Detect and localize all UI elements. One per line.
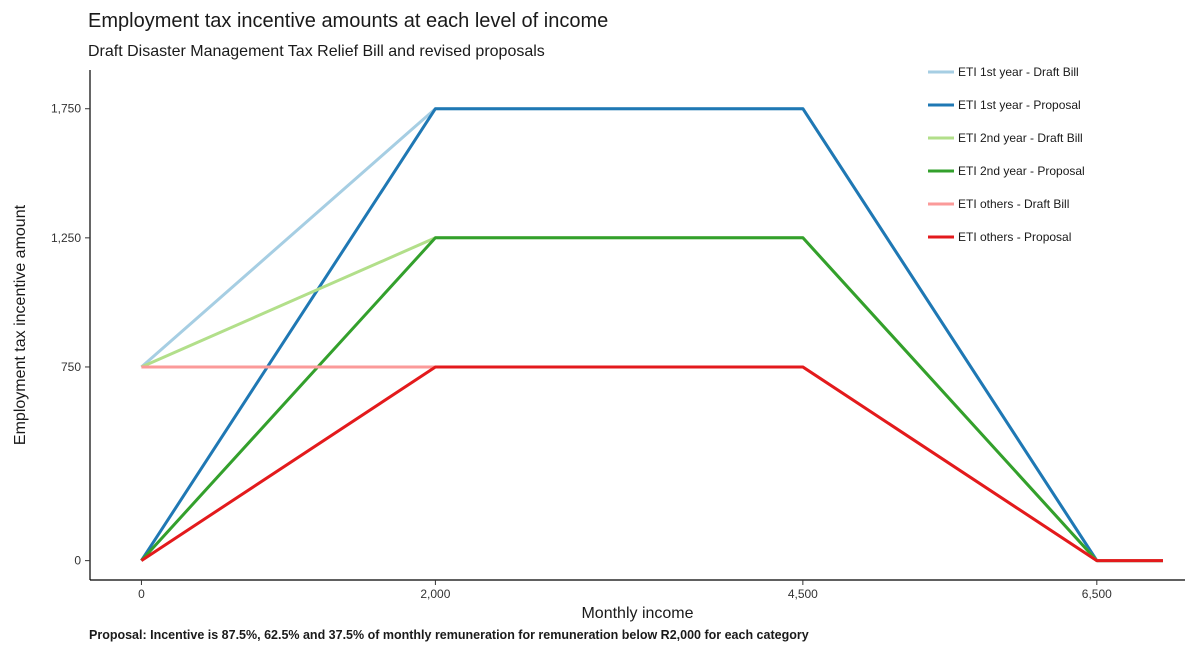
legend-label: ETI 1st year - Proposal — [958, 98, 1081, 112]
series-line-eti-others-proposal — [140, 365, 1163, 563]
legend-label: ETI 2nd year - Proposal — [958, 164, 1085, 178]
y-tick-label: 1,750 — [51, 102, 81, 116]
y-tick-label: 1,250 — [51, 231, 81, 245]
legend-item-eti-1st-year-proposal: ETI 1st year - Proposal — [928, 98, 1081, 112]
series-lines — [140, 107, 1163, 563]
legend-label: ETI others - Proposal — [958, 230, 1071, 244]
y-tick-label: 0 — [74, 554, 81, 568]
legend-label: ETI others - Draft Bill — [958, 197, 1069, 211]
x-tick-label: 0 — [138, 587, 145, 601]
series-line-eti-2nd-year-proposal — [140, 236, 1163, 563]
x-axis-title: Monthly income — [581, 605, 693, 622]
chart-subtitle: Draft Disaster Management Tax Relief Bil… — [88, 43, 545, 60]
x-tick-label: 4,500 — [788, 587, 818, 601]
legend-label: ETI 2nd year - Draft Bill — [958, 131, 1083, 145]
legend-item-eti-others-draft-bill: ETI others - Draft Bill — [928, 197, 1069, 211]
legend-label: ETI 1st year - Draft Bill — [958, 65, 1079, 79]
chart-footnote: Proposal: Incentive is 87.5%, 62.5% and … — [89, 628, 809, 642]
series-line-eti-2nd-year-draft-bill — [140, 236, 1163, 563]
chart-title: Employment tax incentive amounts at each… — [88, 10, 609, 32]
x-tick-label: 6,500 — [1082, 587, 1112, 601]
legend-item-eti-1st-year-draft-bill: ETI 1st year - Draft Bill — [928, 65, 1079, 79]
y-tick-label: 750 — [61, 360, 81, 374]
axes: 0 750 1,250 1,750 0 2,000 4,500 6,500 Monthly in… — [12, 70, 1185, 622]
y-axis-title: Employment tax incentive amount — [12, 204, 29, 445]
x-tick-label: 2,000 — [420, 587, 450, 601]
legend-item-eti-others-proposal: ETI others - Proposal — [928, 230, 1071, 244]
legend: ETI 1st year - Draft Bill ETI 1st year - … — [928, 65, 1085, 244]
legend-item-eti-2nd-year-proposal: ETI 2nd year - Proposal — [928, 164, 1085, 178]
legend-item-eti-2nd-year-draft-bill: ETI 2nd year - Draft Bill — [928, 131, 1083, 145]
